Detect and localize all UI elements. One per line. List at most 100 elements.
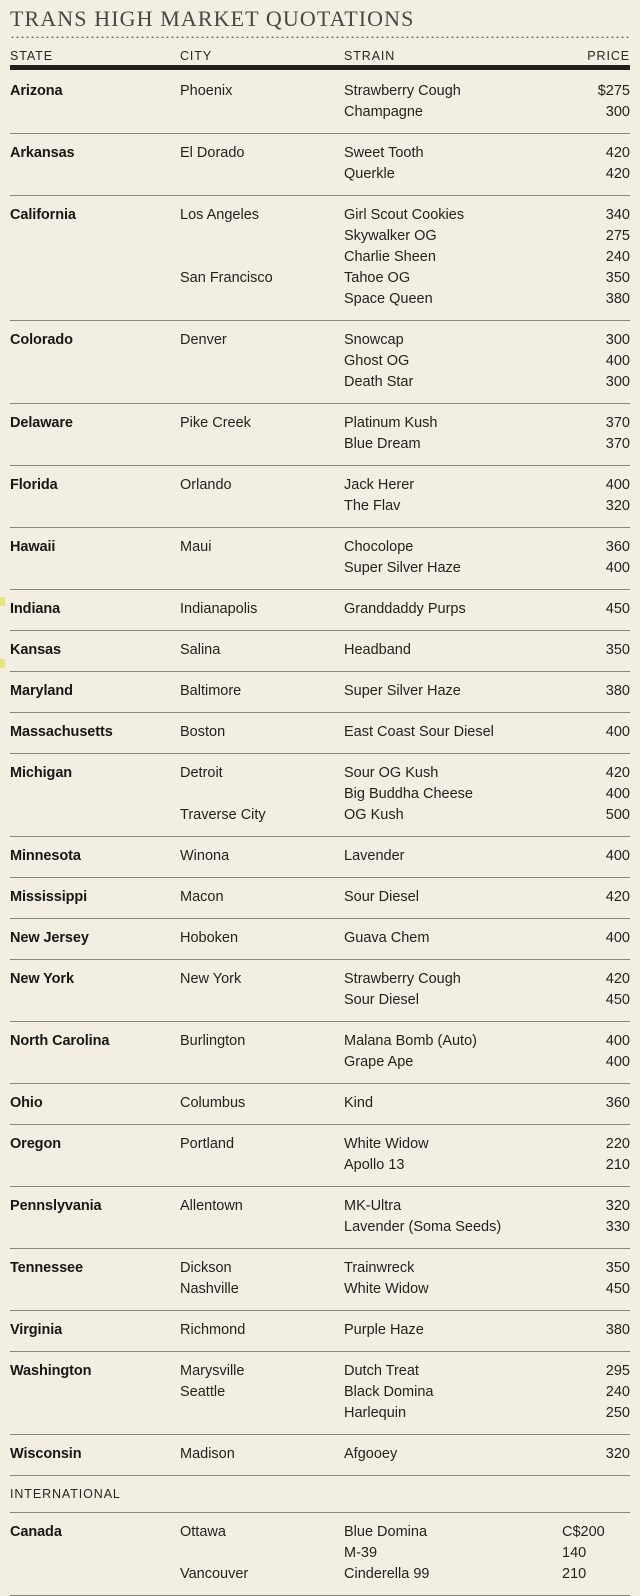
state-entry-lines: Maui Chocolope 360 Super Silver Haze 400 <box>180 537 630 579</box>
cell-price: C$200 <box>562 1524 605 1540</box>
cell-city: Salina <box>180 642 221 658</box>
scan-artifact-mark <box>0 659 5 668</box>
cell-price: 295 <box>605 1363 630 1379</box>
table-row[interactable]: Hawaii Maui Chocolope 360 Super Silver Haze 4… <box>10 528 630 590</box>
cell-state: Massachusetts <box>10 724 113 740</box>
list-item: Denver Snowcap 300 <box>180 330 630 351</box>
cell-city: Traverse City <box>180 807 266 823</box>
cell-strain: Strawberry Cough <box>344 971 461 987</box>
cell-strain: Malana Bomb (Auto) <box>344 1033 477 1049</box>
cell-price: 400 <box>605 848 630 864</box>
cell-price: 300 <box>605 104 630 120</box>
table-row[interactable]: Oregon Portland White Widow 220 Apollo 13 210 <box>10 1125 630 1187</box>
cell-strain: Space Queen <box>344 291 433 307</box>
table-row[interactable]: Canada Ottawa Blue Domina C$200 M-39 140 Vanco… <box>10 1513 630 1596</box>
table-row[interactable]: Massachusetts Boston East Coast Sour Diese… <box>10 713 630 754</box>
table-row[interactable]: Pennslyvania Allentown MK-Ultra 320 Lavender… <box>10 1187 630 1249</box>
table-row[interactable]: New York New York Strawberry Cough 420 Sour … <box>10 960 630 1022</box>
cell-strain: Guava Chem <box>344 930 430 946</box>
cell-price: 240 <box>605 1384 630 1400</box>
cell-price: 350 <box>605 270 630 286</box>
list-item: Harlequin 250 <box>180 1403 630 1424</box>
table-row[interactable]: Virginia Richmond Purple Haze 380 <box>10 1311 630 1352</box>
cell-city: Allentown <box>180 1198 243 1214</box>
state-entry-lines: Orlando Jack Herer 400 The Flav 320 <box>180 475 630 517</box>
cell-city <box>180 434 344 455</box>
cell-state: Pennslyvania <box>10 1198 102 1214</box>
cell-price: 300 <box>605 332 630 348</box>
cell-state: Arizona <box>10 83 63 99</box>
cell-state: Tennessee <box>10 1260 83 1276</box>
table-row[interactable]: Arkansas El Dorado Sweet Tooth 420 Querkle 42… <box>10 134 630 196</box>
state-entry-lines: Phoenix Strawberry Cough $275 Champagne 300 <box>180 81 630 123</box>
cell-strain: Sour OG Kush <box>344 765 439 781</box>
cell-city <box>180 247 344 268</box>
table-row[interactable]: Indiana Indianapolis Granddaddy Purps 450 <box>10 590 630 631</box>
cell-city <box>180 1052 344 1073</box>
cell-strain: East Coast Sour Diesel <box>344 724 494 740</box>
column-header-strain: STRAIN <box>344 49 396 63</box>
list-item: Death Star 300 <box>180 372 630 393</box>
state-entry-lines: New York Strawberry Cough 420 Sour Diesel 45… <box>180 969 630 1011</box>
cell-state: Canada <box>10 1524 62 1540</box>
cell-strain: Chocolope <box>344 539 414 555</box>
cell-price: 420 <box>605 765 630 781</box>
state-entry-lines: Marysville Dutch Treat 295 Seattle Black Dom… <box>180 1361 630 1424</box>
list-item: Traverse City OG Kush 500 <box>180 805 630 826</box>
list-item: Maui Chocolope 360 <box>180 537 630 558</box>
list-item: El Dorado Sweet Tooth 420 <box>180 143 630 164</box>
cell-state: Mississippi <box>10 889 88 905</box>
table-row[interactable]: Minnesota Winona Lavender 400 <box>10 837 630 878</box>
table-row[interactable]: Tennessee Dickson Trainwreck 350 Nashville Wh… <box>10 1249 630 1311</box>
cell-strain: Lavender <box>344 848 405 864</box>
table-row[interactable]: Wisconsin Madison Afgooey 320 <box>10 1435 630 1476</box>
table-row[interactable]: Delaware Pike Creek Platinum Kush 370 Blue D… <box>10 404 630 466</box>
table-row[interactable]: Michigan Detroit Sour OG Kush 420 Big Buddha… <box>10 754 630 837</box>
cell-price: 380 <box>605 291 630 307</box>
cell-price: 350 <box>605 642 630 658</box>
cell-state: North Carolina <box>10 1033 110 1049</box>
column-header-state: STATE <box>10 49 53 63</box>
cell-price: 340 <box>605 207 630 223</box>
table-row[interactable]: Colorado Denver Snowcap 300 Ghost OG 400 Death… <box>10 321 630 404</box>
cell-state: Ohio <box>10 1095 43 1111</box>
cell-price: 360 <box>605 539 630 555</box>
cell-price: 220 <box>605 1136 630 1152</box>
list-item: Pike Creek Platinum Kush 370 <box>180 413 630 434</box>
cell-state: Colorado <box>10 332 73 348</box>
list-item: New York Strawberry Cough 420 <box>180 969 630 990</box>
state-entry-lines: Macon Sour Diesel 420 <box>180 887 630 908</box>
cell-price: 350 <box>605 1260 630 1276</box>
cell-city: Detroit <box>180 765 223 781</box>
cell-city: Los Angeles <box>180 207 260 223</box>
list-item: Richmond Purple Haze 380 <box>180 1320 630 1341</box>
table-row[interactable]: North Carolina Burlington Malana Bomb (Aut… <box>10 1022 630 1084</box>
table-row[interactable]: California Los Angeles Girl Scout Cookies 3… <box>10 196 630 321</box>
list-item: Orlando Jack Herer 400 <box>180 475 630 496</box>
cell-state: Michigan <box>10 765 73 781</box>
list-item: Marysville Dutch Treat 295 <box>180 1361 630 1382</box>
table-row[interactable]: Washington Marysville Dutch Treat 295 Seattl… <box>10 1352 630 1435</box>
table-row[interactable]: Kansas Salina Headband 350 <box>10 631 630 672</box>
table-row[interactable]: Mississippi Macon Sour Diesel 420 <box>10 878 630 919</box>
table-row[interactable]: Ohio Columbus Kind 360 <box>10 1084 630 1125</box>
cell-city <box>180 784 344 805</box>
cell-city: Maui <box>180 539 212 555</box>
column-header-city: CITY <box>180 49 213 63</box>
table-row[interactable]: Florida Orlando Jack Herer 400 The Flav 320 <box>10 466 630 528</box>
list-item: Hoboken Guava Chem 400 <box>180 928 630 949</box>
cell-city: Seattle <box>180 1384 226 1400</box>
table-row[interactable]: Arizona Phoenix Strawberry Cough $275 Champa… <box>10 70 630 134</box>
table-row[interactable]: Maryland Baltimore Super Silver Haze 380 <box>10 672 630 713</box>
list-item: Portland White Widow 220 <box>180 1134 630 1155</box>
list-item: Indianapolis Granddaddy Purps 450 <box>180 599 630 620</box>
cell-state: Hawaii <box>10 539 56 555</box>
cell-city: Marysville <box>180 1363 245 1379</box>
cell-price: 400 <box>605 1033 630 1049</box>
cell-strain: Trainwreck <box>344 1260 415 1276</box>
list-item: Ottawa Blue Domina C$200 <box>180 1522 640 1543</box>
table-row[interactable]: New Jersey Hoboken Guava Chem 400 <box>10 919 630 960</box>
list-item: Dickson Trainwreck 350 <box>180 1258 630 1279</box>
cell-price: 240 <box>605 249 630 265</box>
list-item: Super Silver Haze 400 <box>180 558 630 579</box>
